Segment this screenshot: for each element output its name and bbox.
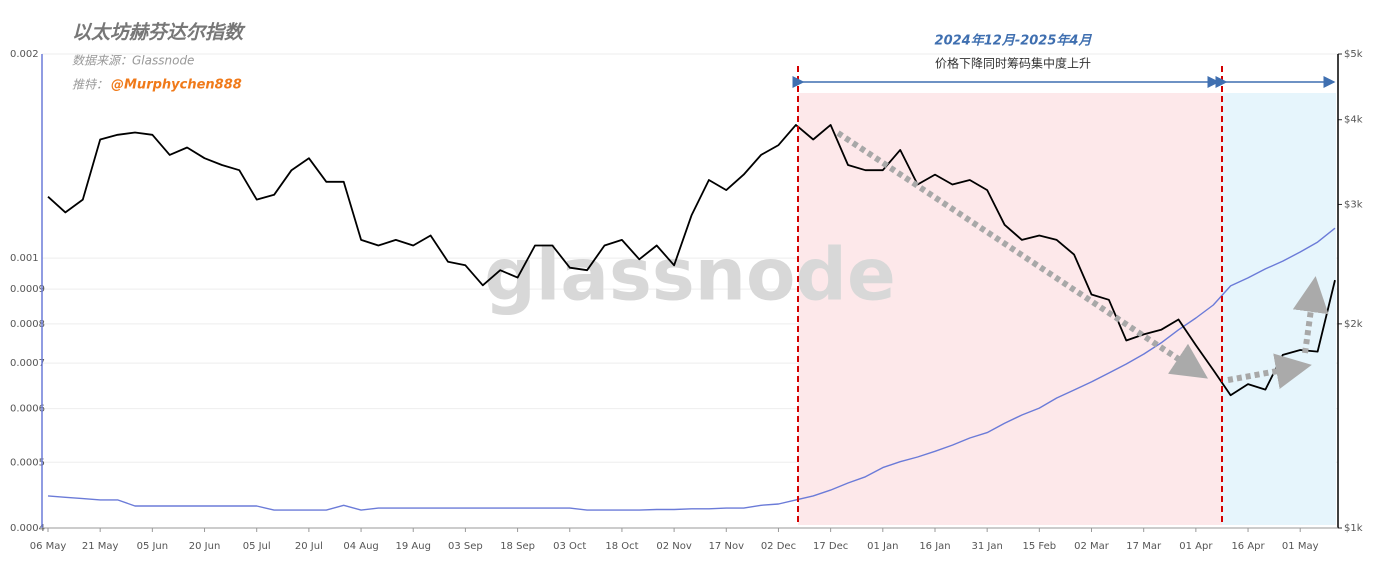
x-tick-label: 15 Feb xyxy=(1023,541,1057,552)
series-line xyxy=(47,227,1336,511)
x-tick-label: 18 Sep xyxy=(500,541,535,552)
x-tick-label: 01 May xyxy=(1282,541,1319,552)
shade-decline xyxy=(798,93,1222,525)
x-tick-label: 19 Aug xyxy=(396,541,431,552)
y-tick-label: 0.0008 xyxy=(10,319,45,330)
trend-arrow xyxy=(1292,276,1329,354)
y2-tick-label: $5k xyxy=(1344,49,1363,60)
x-tick-label: 06 May xyxy=(30,541,67,552)
shade-recent xyxy=(1222,93,1336,525)
x-tick-label: 03 Sep xyxy=(448,541,483,552)
x-tick-label: 04 Aug xyxy=(343,541,378,552)
x-tick-label: 02 Mar xyxy=(1074,541,1110,552)
x-tick-label: 17 Dec xyxy=(813,541,848,552)
x-tick-label: 20 Jun xyxy=(189,541,221,552)
source: 数据来源：Glassnode xyxy=(72,54,194,68)
period-label: 2024年12月-2025年4月 xyxy=(935,33,1093,49)
twitter-label: 推特： xyxy=(72,78,108,92)
x-tick-label: 21 May xyxy=(82,541,119,552)
y-tick-label: 0.001 xyxy=(10,253,39,264)
x-tick-label: 05 Jul xyxy=(243,541,271,552)
x-tick-label: 17 Nov xyxy=(709,541,745,552)
y2-tick-label: $4k xyxy=(1344,115,1363,126)
y2-tick-label: $1k xyxy=(1344,523,1363,534)
x-tick-label: 02 Nov xyxy=(656,541,692,552)
y-tick-label: 0.0007 xyxy=(10,358,45,369)
x-tick-label: 31 Jan xyxy=(971,541,1002,552)
y2-tick-label: $3k xyxy=(1344,199,1363,210)
x-tick-label: 02 Dec xyxy=(761,541,796,552)
y2-tick-label: $2k xyxy=(1344,319,1363,330)
x-tick-label: 01 Apr xyxy=(1179,541,1213,552)
x-tick-label: 16 Apr xyxy=(1231,541,1265,552)
x-tick-label: 01 Jan xyxy=(867,541,898,552)
x-tick-label: 16 Jan xyxy=(919,541,950,552)
x-tick-label: 05 Jun xyxy=(137,541,169,552)
trend-arrow xyxy=(1227,353,1312,389)
chart-title: 以太坊赫芬达尔指数 xyxy=(72,22,246,44)
x-tick-label: 03 Oct xyxy=(553,541,586,552)
x-tick-label: 20 Jul xyxy=(295,541,323,552)
y-tick-label: 0.0006 xyxy=(10,404,45,415)
period-note: 价格下降同时筹码集中度上升 xyxy=(935,56,1091,71)
trend-arrow xyxy=(836,130,1208,379)
x-tick-label: 18 Oct xyxy=(605,541,638,552)
twitter-handle: @Murphychen888 xyxy=(111,78,242,93)
y-tick-label: 0.002 xyxy=(10,49,39,60)
y-tick-label: 0.0004 xyxy=(10,523,45,534)
x-tick-label: 17 Mar xyxy=(1126,541,1162,552)
y-tick-label: 0.0009 xyxy=(10,284,45,295)
series-line xyxy=(47,124,1336,397)
y-tick-label: 0.0005 xyxy=(10,457,45,468)
